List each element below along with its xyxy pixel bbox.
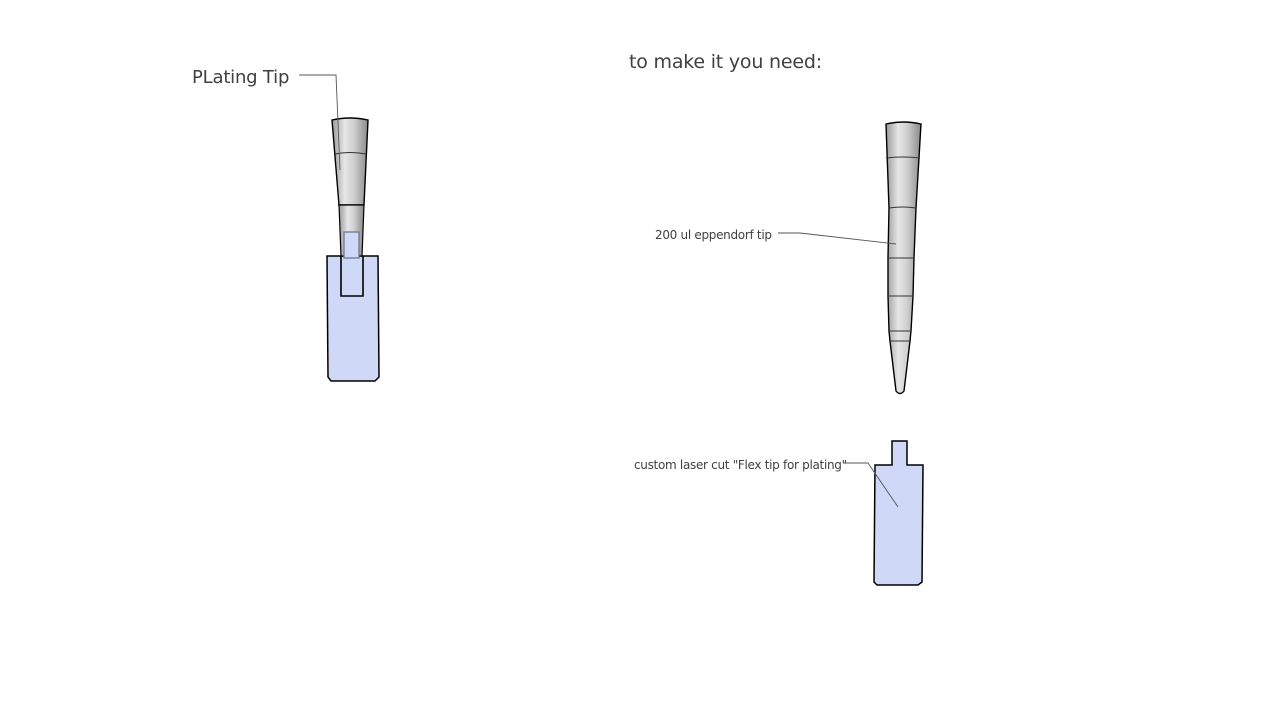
- heading: to make it you need:: [629, 53, 822, 72]
- eppendorf-tip: [778, 122, 921, 394]
- plating-tip-assembly: [299, 75, 379, 381]
- plating-tip-label: PLating Tip: [192, 69, 289, 87]
- plating-tip-cone: [332, 118, 368, 205]
- flex-tip-shape: [874, 441, 923, 585]
- flex-tip-label: custom laser cut "Flex tip for plating": [634, 459, 847, 471]
- flex-tip-body: [327, 256, 379, 381]
- eppendorf-leader: [778, 233, 896, 244]
- flex-tip: [843, 441, 923, 585]
- eppendorf-tip-label: 200 ul eppendorf tip: [655, 229, 772, 241]
- flex-tip-tab-inserted: [344, 232, 359, 258]
